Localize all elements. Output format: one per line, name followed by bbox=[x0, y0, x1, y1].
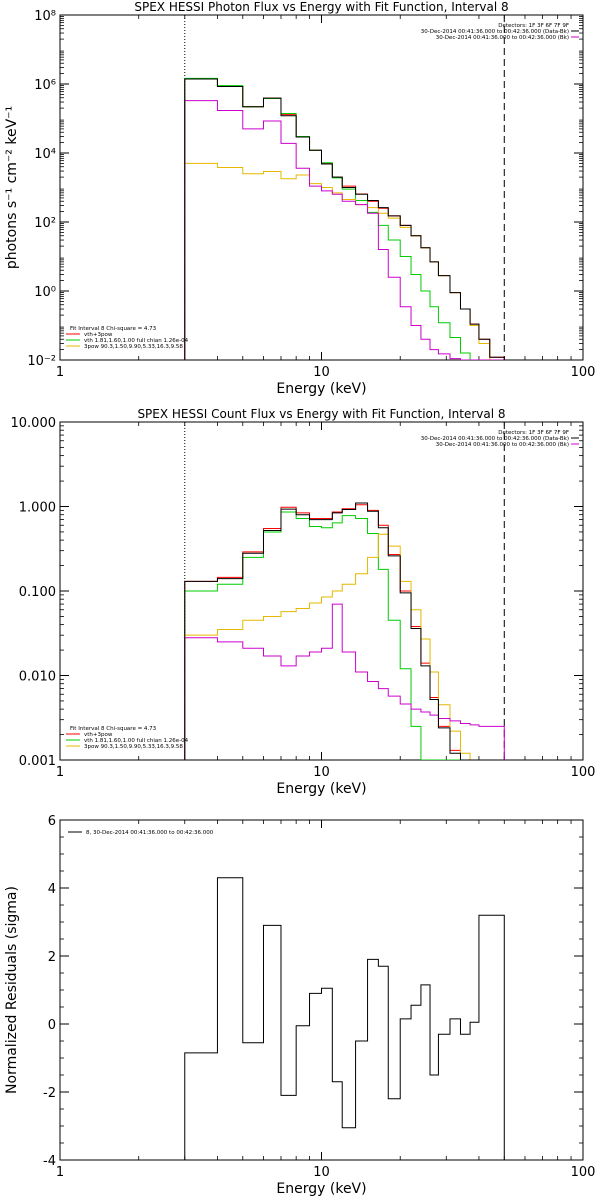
y-tick-label: 0.100 bbox=[19, 585, 56, 600]
series-line-5 bbox=[184, 502, 505, 760]
series-group bbox=[184, 502, 505, 760]
y-tick-label: 0.001 bbox=[19, 754, 56, 769]
y-tick-label: 10⁻² bbox=[27, 354, 56, 369]
series-line-1 bbox=[184, 504, 505, 760]
info-line: 30-Dec-2014 00:41:36.000 to 00:42:36.000… bbox=[436, 442, 569, 448]
series-line-1 bbox=[184, 877, 505, 1160]
y-tick-label: -4 bbox=[43, 1154, 56, 1169]
y-tick-label: 6 bbox=[48, 814, 56, 829]
fit-header: Fit Interval 8 Chi-square = 4.73 bbox=[70, 326, 157, 332]
y-tick-label: 0.010 bbox=[19, 670, 56, 685]
y-tick-label: 1.000 bbox=[19, 501, 56, 516]
x-tick-label: 100 bbox=[571, 1165, 596, 1180]
y-axis-label: photons s⁻¹ cm⁻² keV⁻¹ bbox=[4, 106, 20, 269]
y-tick-label: 10⁴ bbox=[34, 147, 56, 162]
y-tick-label: 10⁸ bbox=[34, 9, 56, 24]
series-line-4 bbox=[184, 603, 505, 760]
series-line-5 bbox=[184, 78, 505, 360]
legend-entry: 8, 30-Dec-2014 00:41:36.000 to 00:42:36.… bbox=[86, 830, 214, 836]
series-group bbox=[184, 877, 505, 1160]
info-line: 30-Dec-2014 00:41:36.000 to 00:42:36.000… bbox=[421, 436, 569, 442]
y-tick-label: 10⁰ bbox=[34, 285, 56, 300]
legend-entry: vth 1.81,1.60,1.00 full chian 1.26e-04 bbox=[84, 338, 189, 344]
info-line: Detectors: 1F 3F 6F 7F 9F bbox=[498, 430, 569, 436]
x-tick-label: 10 bbox=[313, 1165, 330, 1180]
info-line: 30-Dec-2014 00:41:36.000 to 00:42:36.000… bbox=[436, 35, 569, 41]
x-axis-label: Energy (keV) bbox=[276, 1181, 366, 1197]
x-tick-label: 100 bbox=[571, 365, 596, 380]
chart-title: SPEX HESSI Count Flux vs Energy with Fit… bbox=[137, 407, 505, 421]
legend-entry: 3pow 90.3,1.50,9.90,5.33,16.3,9.58 bbox=[84, 744, 183, 750]
legend-entry: vth 1.81,1.60,1.00 full chian 1.26e-04 bbox=[84, 738, 189, 744]
x-tick-label: 1 bbox=[56, 1165, 64, 1180]
legend-entry: vth+3pow bbox=[84, 332, 113, 338]
series-line-4 bbox=[184, 100, 505, 360]
y-axis-label: Normalized Residuals (sigma) bbox=[4, 886, 20, 1094]
x-tick-label: 10 bbox=[313, 765, 330, 780]
legend-entry: vth+3pow bbox=[84, 732, 113, 738]
panel-2: SPEX HESSI Count Flux vs Energy with Fit… bbox=[11, 407, 596, 797]
series-group bbox=[184, 77, 505, 360]
panel-3: 1 10 100 -4 -2 0 2 4 6 Energy (keV) Normalized Res… bbox=[4, 814, 595, 1197]
y-tick-label: 0 bbox=[48, 1018, 56, 1033]
series-line-2 bbox=[184, 511, 505, 760]
info-line: 30-Dec-2014 00:41:36.000 to 00:42:36.000… bbox=[421, 29, 569, 35]
x-tick-label: 10 bbox=[313, 365, 330, 380]
series-line-3 bbox=[184, 162, 505, 360]
panel-1: SPEX HESSI Photon Flux vs Energy with Fi… bbox=[4, 0, 595, 397]
y-tick-label: 4 bbox=[48, 882, 56, 897]
x-tick-label: 1 bbox=[56, 765, 64, 780]
info-line: Detectors: 1F 3F 6F 7F 9F bbox=[498, 23, 569, 29]
series-line-2 bbox=[184, 77, 505, 360]
x-tick-label: 1 bbox=[56, 365, 64, 380]
series-line-3 bbox=[184, 533, 505, 760]
y-tick-label: -2 bbox=[43, 1086, 56, 1101]
y-tick-label: 10² bbox=[34, 216, 56, 231]
legend-entry: 3pow 90.3,1.50,9.90,5.33,16.3,9.58 bbox=[84, 344, 183, 350]
x-axis-label: Energy (keV) bbox=[276, 781, 366, 797]
x-tick-label: 100 bbox=[571, 765, 596, 780]
y-tick-label: 10⁶ bbox=[34, 78, 56, 93]
y-tick-label: 2 bbox=[48, 950, 56, 965]
series-line-1 bbox=[184, 78, 505, 360]
x-axis-label: Energy (keV) bbox=[276, 381, 366, 397]
chart-title: SPEX HESSI Photon Flux vs Energy with Fi… bbox=[134, 0, 508, 14]
fit-header: Fit Interval 8 Chi-square = 4.73 bbox=[70, 726, 157, 732]
y-tick-label: 10.000 bbox=[11, 416, 57, 431]
